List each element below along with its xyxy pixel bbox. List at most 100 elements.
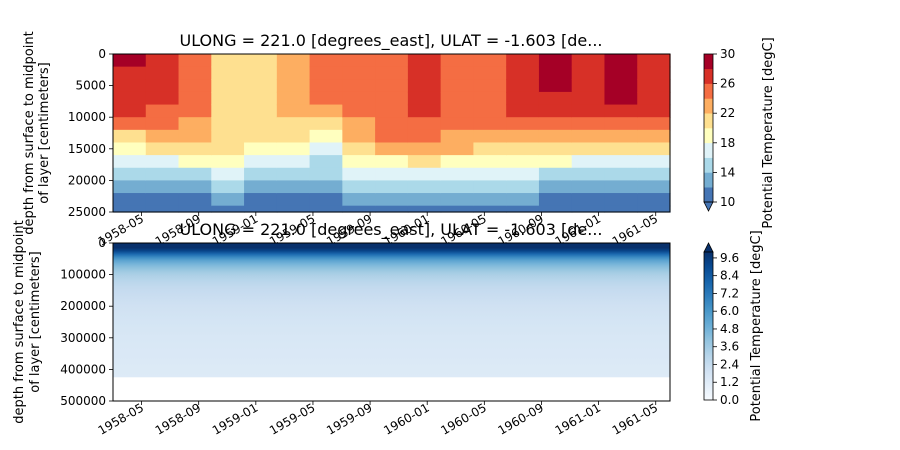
top-chart-title: ULONG = 221.0 [degrees_east], ULAT = -1.… [179, 31, 602, 51]
top-colorbar-band [704, 172, 713, 188]
top-cell [506, 155, 540, 169]
top-cell [375, 54, 409, 68]
top-cell [342, 155, 376, 169]
top-cell [309, 193, 343, 207]
top-cell [571, 193, 606, 207]
top-cell [178, 155, 212, 169]
top-cell [571, 66, 606, 80]
top-cell [506, 66, 540, 80]
top-cell [145, 66, 180, 80]
top-cell [145, 129, 180, 144]
top-cell [506, 54, 540, 68]
top-cell [309, 91, 343, 106]
top-cell [538, 180, 573, 194]
top-cell [178, 117, 212, 131]
top-cell [178, 54, 212, 68]
top-cell [407, 104, 442, 118]
top-cell [178, 66, 212, 80]
top-cell [244, 66, 278, 80]
top-cell [145, 142, 180, 156]
top-cell [145, 167, 180, 181]
top-cell [637, 54, 671, 68]
top-cell [440, 193, 475, 207]
bottom-xtick-label-8: 1961-01 [553, 400, 603, 437]
top-cell [375, 180, 409, 194]
top-cell [506, 129, 540, 144]
top-cell [604, 79, 638, 93]
top-cell [407, 193, 442, 207]
top-cell [309, 104, 343, 118]
top-colorbar-band [704, 98, 713, 114]
top-cell [145, 205, 180, 213]
top-colorbar-tick-label-1: 14 [720, 165, 735, 179]
top-cell [211, 142, 245, 156]
top-cell [145, 79, 180, 93]
top-cell [440, 117, 475, 131]
bottom-ytick-label-3: 300000 [60, 331, 106, 345]
top-colorbar-frame [703, 53, 714, 203]
top-cell [244, 91, 278, 106]
top-ytick-label-5: 25000 [68, 205, 106, 219]
top-cell [407, 66, 442, 80]
top-cell [342, 193, 376, 207]
top-cell [407, 155, 442, 169]
top-cell [276, 155, 311, 169]
top-cell [538, 91, 573, 106]
top-colorbar-band [704, 128, 713, 144]
top-cell [145, 54, 180, 68]
top-cell [604, 205, 638, 213]
top-cell [440, 167, 475, 181]
bottom-colorbar-tick-label-2: 2.4 [720, 357, 739, 371]
bottom-ytick-label-1: 100000 [60, 268, 106, 282]
top-colorbar-bands [704, 54, 713, 203]
top-cell [113, 129, 147, 144]
top-cell [440, 180, 475, 194]
bottom-colorbar-extend-max [703, 242, 714, 253]
top-cell [473, 66, 507, 80]
bottom-xtick-label-2: 1959-01 [210, 400, 260, 437]
bottom-colorbar-ticks: 0.0 1.2 2.4 3.6 4.8 6.0 7.2 8.4 9.6 [713, 251, 739, 407]
top-cell [375, 193, 409, 207]
top-cell [145, 180, 180, 194]
top-cell [342, 180, 376, 194]
top-cell [276, 180, 311, 194]
top-cell [604, 104, 638, 118]
top-cell [276, 117, 311, 131]
bottom-ylabel-line1: depth from surface to midpoint [12, 220, 27, 423]
bottom-xtick-label-7: 1960-09 [496, 400, 546, 437]
top-cell [342, 79, 376, 93]
top-cell [538, 155, 573, 169]
top-colorbar-tick-label-5: 30 [720, 47, 735, 61]
top-colorbar-band [704, 187, 713, 203]
bottom-heatmap [113, 243, 670, 378]
top-cell [178, 129, 212, 144]
bottom-heatmap-field [113, 243, 670, 378]
top-cell [309, 129, 343, 144]
bottom-xtick-label-5: 1960-01 [381, 400, 431, 437]
top-colorbar-tick-label-2: 18 [720, 136, 735, 150]
top-colorbar-band [704, 157, 713, 173]
top-cell [375, 117, 409, 131]
bottom-colorbar-tick-label-0: 0.0 [720, 393, 739, 407]
top-cell [506, 167, 540, 181]
top-cell [276, 66, 311, 80]
top-cell [244, 193, 278, 207]
top-cell [211, 129, 245, 144]
top-cell [407, 91, 442, 106]
top-ytick-label-4: 20000 [68, 173, 106, 187]
top-cell [375, 91, 409, 106]
bottom-xtick-label-4: 1959-09 [324, 400, 374, 437]
top-colorbar-band [704, 54, 713, 70]
top-cell [211, 180, 245, 194]
top-cell [178, 167, 212, 181]
top-cell [604, 142, 638, 156]
top-cell [375, 205, 409, 213]
top-colorbar-band [704, 83, 713, 99]
top-cell [342, 167, 376, 181]
top-cell [178, 79, 212, 93]
top-cell [211, 91, 245, 106]
top-cell [276, 54, 311, 68]
top-cell [276, 193, 311, 207]
top-cell [440, 129, 475, 144]
